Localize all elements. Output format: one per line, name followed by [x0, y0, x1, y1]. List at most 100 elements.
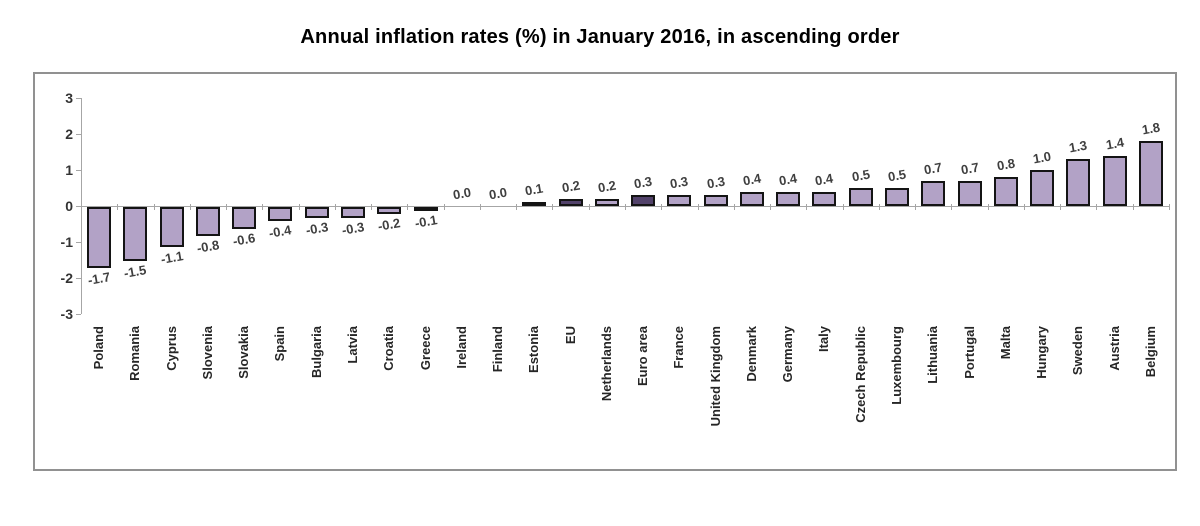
x-axis-category-label: Finland	[490, 326, 505, 373]
x-axis-tick	[988, 204, 989, 210]
bar-value-label: -1.1	[159, 248, 185, 267]
x-axis-category-label: Belgium	[1143, 326, 1158, 378]
x-axis-tick	[371, 204, 372, 210]
x-axis-category-label: Cyprus	[164, 326, 179, 371]
bar-value-label: 1.0	[1031, 148, 1053, 167]
x-axis-category-label: Denmark	[744, 326, 759, 382]
bar-value-label: 0.2	[560, 177, 582, 196]
bar	[1066, 159, 1090, 206]
x-axis-category-label: Greece	[418, 326, 433, 371]
bar	[885, 188, 909, 206]
y-axis-tick	[76, 170, 81, 171]
bar-value-label: -1.5	[122, 262, 148, 281]
bar-value-label: -0.6	[231, 230, 257, 249]
bar	[921, 181, 945, 206]
x-axis-category-label: Poland	[91, 326, 106, 370]
x-axis-tick	[262, 204, 263, 210]
bar-value-label: 1.3	[1067, 137, 1089, 156]
x-axis-tick	[516, 204, 517, 210]
x-axis-tick	[770, 204, 771, 210]
x-axis-category-label: EU	[563, 326, 578, 345]
y-axis-tick	[76, 278, 81, 279]
bar	[160, 207, 184, 247]
bar-value-label: 0.4	[813, 170, 835, 189]
bar-value-label: 0.3	[632, 173, 654, 192]
x-axis-tick	[190, 204, 191, 210]
bar	[1103, 156, 1127, 206]
x-axis-tick	[951, 204, 952, 210]
x-axis-category-label: Ireland	[454, 326, 469, 369]
x-axis-category-label: Netherlands	[599, 326, 614, 402]
bar	[414, 207, 438, 211]
x-axis-category-label: Romania	[127, 326, 142, 381]
bar-value-label: 1.8	[1140, 119, 1162, 138]
x-axis-tick	[117, 204, 118, 210]
x-axis-tick	[335, 204, 336, 210]
bar-value-label: -0.1	[413, 212, 439, 231]
x-axis-tick	[407, 204, 408, 210]
x-axis-tick	[1096, 204, 1097, 210]
bar	[776, 192, 800, 206]
bar	[849, 188, 873, 206]
x-axis-tick	[226, 204, 227, 210]
x-axis-tick	[734, 204, 735, 210]
bar-value-label: -0.2	[376, 215, 402, 234]
x-axis-tick	[154, 204, 155, 210]
y-axis-tick-label: 3	[65, 90, 73, 106]
bar	[196, 207, 220, 236]
x-axis-tick	[1169, 204, 1170, 210]
bar	[1139, 141, 1163, 206]
y-axis-tick-label: 0	[65, 198, 73, 214]
bar-value-label: 0.4	[777, 170, 799, 189]
bar	[341, 207, 365, 218]
bar	[994, 177, 1018, 206]
bar-value-label: -0.3	[304, 219, 330, 238]
x-axis-category-label: Italy	[816, 326, 831, 353]
bar-value-label: -0.4	[267, 222, 293, 241]
x-axis-category-label: Czech Republic	[853, 326, 868, 423]
bar	[559, 199, 583, 206]
x-axis-tick	[698, 204, 699, 210]
x-axis-tick	[879, 204, 880, 210]
bar-value-label: 0.5	[850, 166, 872, 185]
bar	[1030, 170, 1054, 206]
x-axis-tick	[1060, 204, 1061, 210]
x-axis-tick	[625, 204, 626, 210]
chart-title: Annual inflation rates (%) in January 20…	[300, 26, 900, 48]
x-axis-category-label: Spain	[272, 326, 287, 362]
bar-value-label: 0.3	[668, 173, 690, 192]
bar	[704, 195, 728, 206]
x-axis-category-label: Portugal	[962, 326, 977, 379]
x-axis-category-label: Lithuania	[925, 326, 940, 384]
bar-value-label: 0.7	[922, 159, 944, 178]
x-axis-category-label: United Kingdom	[708, 326, 723, 427]
y-axis-tick-label: -3	[60, 306, 73, 322]
bar	[377, 207, 401, 214]
x-axis-tick	[915, 204, 916, 210]
x-axis-category-label: France	[671, 326, 686, 369]
x-axis-category-label: Slovakia	[236, 326, 251, 379]
plot-area: 3 2 1 0 -1 -2 -3 -1.7 Poland -1.5 Romania -1.1 Cypru…	[33, 72, 1177, 471]
x-axis-tick	[299, 204, 300, 210]
bar	[595, 199, 619, 206]
bar-value-label: 0.0	[451, 184, 473, 203]
x-axis-category-label: Estonia	[526, 326, 541, 373]
x-axis-category-label: Hungary	[1034, 326, 1049, 379]
bar	[631, 195, 655, 206]
x-axis-tick	[81, 204, 82, 210]
y-axis-tick	[76, 98, 81, 99]
x-axis-tick	[1024, 204, 1025, 210]
x-axis-tick	[552, 204, 553, 210]
x-axis-category-label: Slovenia	[200, 326, 215, 380]
x-axis-category-label: Austria	[1107, 326, 1122, 371]
bar	[232, 207, 256, 229]
bar	[812, 192, 836, 206]
y-axis-tick	[76, 134, 81, 135]
bar	[123, 207, 147, 261]
x-axis-category-label: Luxembourg	[889, 326, 904, 405]
bar	[87, 207, 111, 268]
y-axis-tick-label: -2	[60, 270, 73, 286]
x-axis-category-label: Sweden	[1070, 326, 1085, 376]
y-axis-tick-label: 1	[65, 162, 73, 178]
